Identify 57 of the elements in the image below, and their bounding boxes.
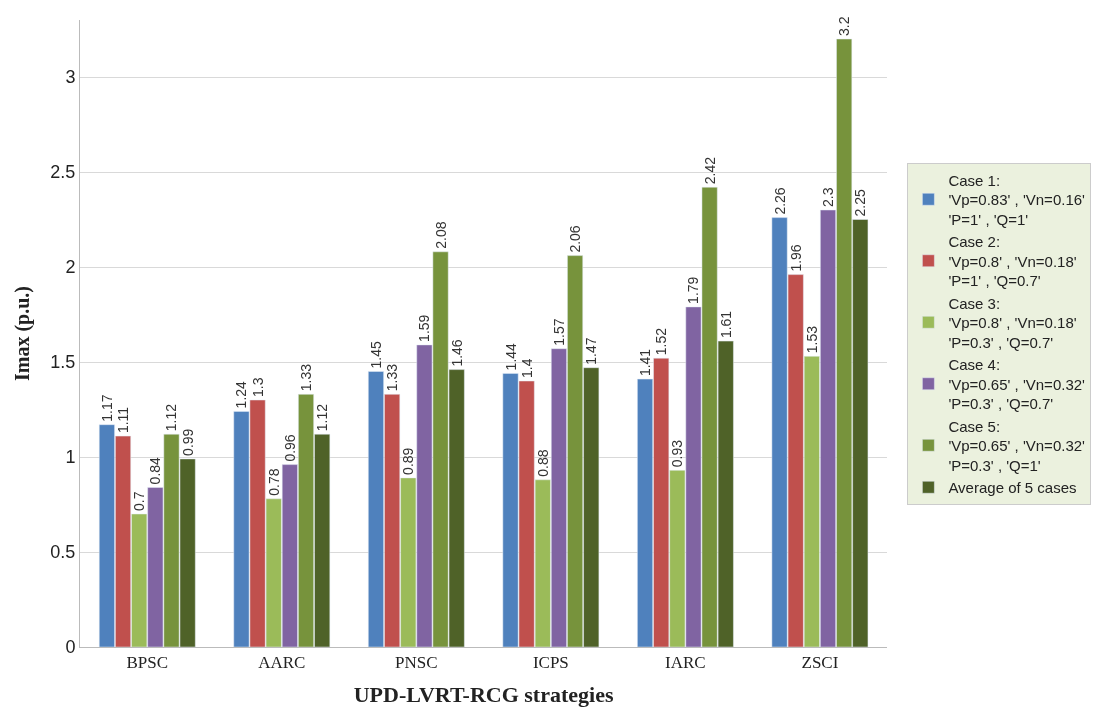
data-label: 1.61 bbox=[717, 310, 734, 339]
data-label: 2.42 bbox=[701, 156, 718, 185]
x-tick-label: ZSCI bbox=[801, 653, 839, 673]
data-label: 1.96 bbox=[787, 244, 804, 272]
legend-label: Case 4: 'Vp=0.65' , 'Vn=0.32' 'P=0.3' , 'Q=0.7' bbox=[948, 356, 1086, 413]
data-label: 2.06 bbox=[567, 225, 584, 253]
data-label: 0.84 bbox=[147, 456, 164, 485]
data-label: 1.47 bbox=[583, 337, 600, 365]
legend-label: Case 2: 'Vp=0.8' , 'Vn=0.18' 'P=1' , 'Q=0.7' bbox=[948, 233, 1077, 290]
y-tick-label: 1 bbox=[65, 447, 76, 468]
y-tick-label: 0.5 bbox=[50, 542, 76, 563]
data-label: 1.17 bbox=[98, 394, 115, 422]
data-label: 1.12 bbox=[314, 403, 331, 432]
data-label: 1.4 bbox=[518, 358, 535, 378]
data-label: 0.99 bbox=[179, 428, 196, 456]
data-label: 1.52 bbox=[653, 327, 670, 356]
data-label: 1.33 bbox=[384, 363, 401, 392]
data-label: 0.89 bbox=[400, 447, 417, 475]
data-label: 2.26 bbox=[771, 187, 788, 215]
data-label: 1.12 bbox=[163, 403, 180, 432]
x-tick-label: BPSC bbox=[126, 653, 169, 673]
y-tick-label: 3 bbox=[65, 67, 76, 88]
data-label: 1.79 bbox=[685, 276, 702, 304]
data-label: 0.88 bbox=[534, 449, 551, 477]
data-label: 1.44 bbox=[502, 342, 519, 371]
legend-label: Case 3: 'Vp=0.8' , 'Vn=0.18' 'P=0.3' , 'Q=0.7' bbox=[948, 294, 1077, 351]
data-label: 1.53 bbox=[803, 325, 820, 354]
data-label: 1.45 bbox=[367, 341, 384, 369]
data-label: 0.93 bbox=[669, 439, 686, 468]
data-label: 1.59 bbox=[416, 314, 433, 342]
data-label: 2.3 bbox=[820, 187, 837, 207]
data-label: 0.78 bbox=[265, 468, 282, 496]
x-tick-label: PNSC bbox=[395, 653, 438, 673]
legend-label: Average of 5 cases bbox=[948, 479, 1077, 497]
data-label: 2.25 bbox=[852, 189, 869, 217]
y-tick-label: 0 bbox=[65, 637, 76, 658]
legend-label: Case 1: 'Vp=0.83' , 'Vn=0.16' 'P=1' , 'Q=1' bbox=[948, 171, 1086, 228]
y-axis-title: Imax (p.u.) bbox=[10, 285, 34, 382]
data-label: 1.57 bbox=[550, 318, 567, 346]
x-axis-title: UPD-LVRT-RCG strategies bbox=[353, 682, 614, 708]
data-label: 1.11 bbox=[115, 406, 132, 434]
x-tick-label: ICPS bbox=[532, 653, 569, 673]
data-label: 1.46 bbox=[448, 339, 465, 367]
x-tick-label: IARC bbox=[665, 653, 706, 673]
y-tick-label: 2 bbox=[65, 257, 76, 278]
y-tick-label: 1.5 bbox=[50, 352, 76, 373]
legend-label: Case 5: 'Vp=0.65' , 'Vn=0.32' 'P=0.3' , 'Q=1' bbox=[948, 417, 1086, 474]
data-label: 1.41 bbox=[637, 348, 654, 377]
data-label: 1.24 bbox=[233, 380, 250, 409]
data-label: 1.33 bbox=[298, 363, 315, 392]
data-label: 2.08 bbox=[432, 221, 449, 249]
data-label: 3.2 bbox=[836, 16, 853, 36]
x-tick-label: AARC bbox=[258, 653, 306, 673]
y-tick-label: 2.5 bbox=[50, 162, 76, 183]
data-label: 1.3 bbox=[249, 377, 266, 397]
data-label: 0.96 bbox=[281, 434, 298, 462]
data-label: 0.7 bbox=[131, 491, 148, 511]
